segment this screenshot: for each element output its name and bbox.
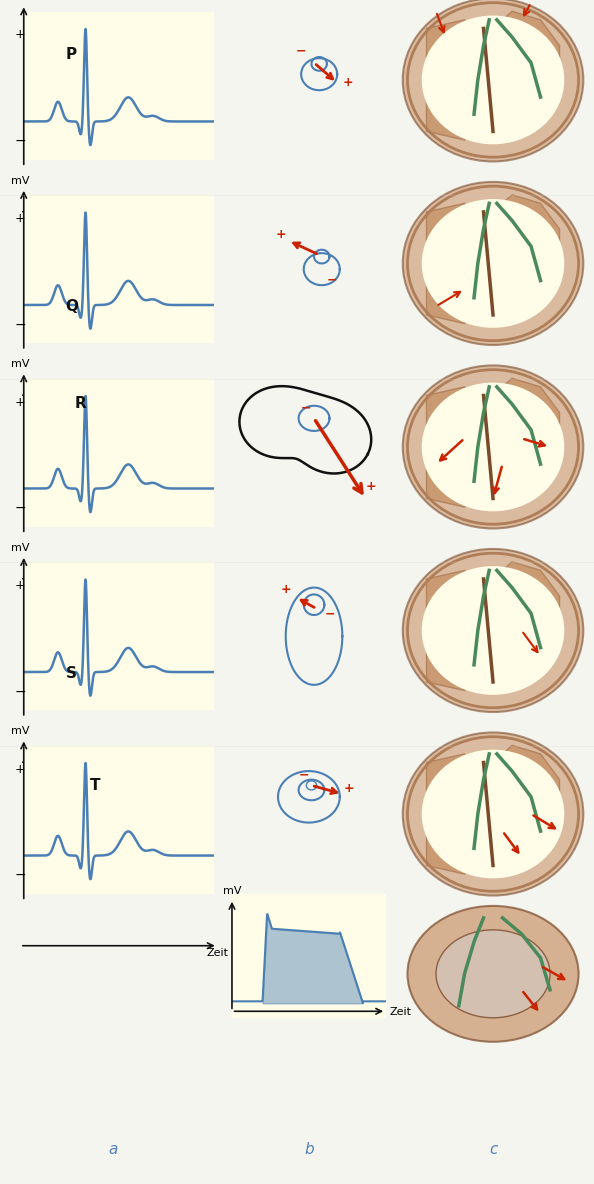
Ellipse shape [403,182,583,345]
Ellipse shape [407,906,579,1042]
Polygon shape [426,20,484,140]
Ellipse shape [422,199,564,328]
Text: +: + [15,762,26,776]
Ellipse shape [403,733,583,895]
Text: −: − [14,501,26,515]
Ellipse shape [422,382,564,511]
Text: mV: mV [11,175,29,186]
Polygon shape [493,562,560,648]
Text: +: + [276,227,286,240]
Text: −: − [324,607,335,620]
Text: Zeit: Zeit [389,1008,411,1017]
Text: +: + [15,212,26,225]
Text: −: − [14,868,26,882]
Ellipse shape [403,366,583,528]
Text: −: − [299,768,309,781]
Polygon shape [493,11,560,97]
Text: Q: Q [65,298,78,314]
Text: +: + [344,783,355,796]
Polygon shape [493,746,560,831]
Polygon shape [426,204,484,323]
Polygon shape [493,194,560,281]
Text: Zeit: Zeit [207,948,229,958]
Text: +: + [15,28,26,41]
Polygon shape [493,379,560,464]
Text: mV: mV [223,886,241,896]
Text: T: T [90,778,101,793]
Text: −: − [14,317,26,332]
Text: −: − [327,274,337,287]
Text: c: c [489,1143,497,1158]
Ellipse shape [436,929,550,1018]
Text: b: b [304,1143,314,1158]
Text: mV: mV [11,542,29,553]
Text: a: a [108,1143,118,1158]
Ellipse shape [403,0,583,161]
Text: +: + [15,579,26,592]
Text: +: + [15,395,26,408]
Text: −: − [296,44,307,57]
Text: +: + [280,584,291,597]
Polygon shape [426,571,484,690]
Text: R: R [75,397,87,412]
Text: −: − [14,134,26,148]
Text: +: + [365,480,376,493]
Ellipse shape [422,15,564,144]
Text: mV: mV [11,0,29,2]
Ellipse shape [422,749,564,879]
Text: −: − [14,684,26,699]
Text: +: + [342,76,353,89]
Ellipse shape [422,566,564,695]
Text: P: P [65,47,77,63]
Text: mV: mV [11,726,29,736]
Text: S: S [65,665,77,681]
Ellipse shape [403,549,583,712]
Polygon shape [426,754,484,874]
Text: mV: mV [11,359,29,369]
Text: −: − [301,401,312,414]
Polygon shape [426,387,484,507]
